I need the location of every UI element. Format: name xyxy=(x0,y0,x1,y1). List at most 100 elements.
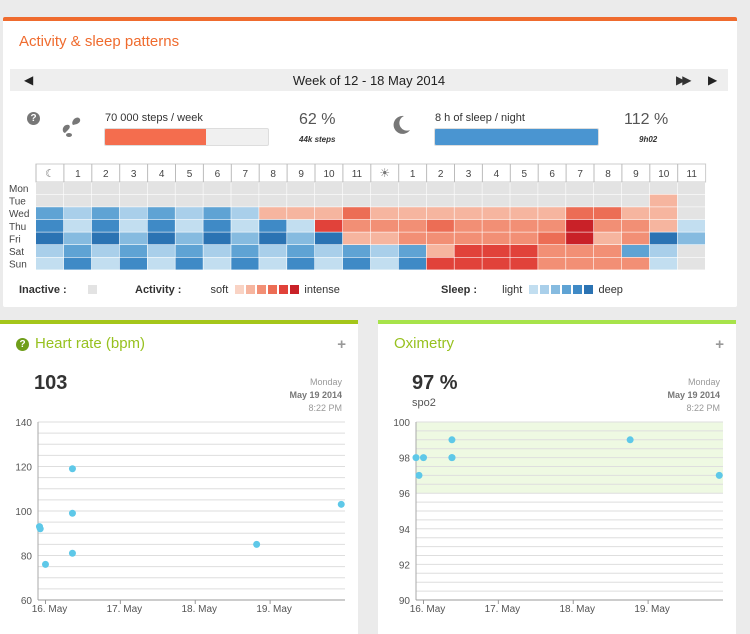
heatmap-cell xyxy=(287,245,315,257)
heatmap-cell xyxy=(63,207,92,220)
heatmap-cell xyxy=(594,182,622,194)
heatmap-cell xyxy=(203,182,231,194)
heatmap-cell xyxy=(594,219,622,232)
heatmap-cell xyxy=(315,219,343,232)
heatmap-cell xyxy=(677,219,705,232)
help-icon[interactable]: ? xyxy=(27,112,40,125)
legend-soft-label: soft xyxy=(210,284,229,296)
sleep-swatch xyxy=(540,285,550,294)
data-point[interactable] xyxy=(41,560,49,568)
heatmap-cell xyxy=(315,257,343,270)
heatmap-cell xyxy=(426,219,454,232)
heatmap-cell xyxy=(677,194,705,207)
data-point[interactable] xyxy=(36,525,44,533)
heatmap-cell xyxy=(510,232,538,245)
next-week-icon[interactable]: ▶ xyxy=(708,73,718,87)
y-tick-label: 80 xyxy=(21,552,33,563)
heatmap-cell xyxy=(259,232,287,245)
prev-week-icon[interactable]: ◀ xyxy=(24,73,34,87)
heatmap-cell xyxy=(119,232,147,245)
expand-plus-icon[interactable]: + xyxy=(337,336,346,353)
heatmap-cell xyxy=(231,245,259,257)
data-point[interactable] xyxy=(419,454,427,462)
heatmap-cell xyxy=(426,182,454,194)
y-tick-label: 94 xyxy=(399,525,411,536)
hour-label: 9 xyxy=(633,169,639,180)
data-point[interactable] xyxy=(448,454,456,462)
heatmap-cell xyxy=(147,257,175,270)
heatmap-cell xyxy=(231,257,259,270)
data-point[interactable] xyxy=(253,540,261,548)
legend-intense-label: intense xyxy=(304,284,340,296)
heatmap-cell xyxy=(621,257,650,270)
heatmap-cell xyxy=(677,207,705,220)
sleep-goal-label: 8 h of sleep / night xyxy=(435,112,525,124)
heatmap-cell xyxy=(342,219,371,232)
data-point[interactable] xyxy=(68,549,76,557)
data-point[interactable] xyxy=(412,454,420,462)
heatmap-cell xyxy=(63,182,92,194)
heatmap-cell xyxy=(649,182,678,194)
heatmap-cell xyxy=(370,207,399,220)
heatmap-cell xyxy=(594,245,622,257)
heatmap-cell xyxy=(621,182,650,194)
activity-swatch xyxy=(268,285,278,294)
heatmap-cell xyxy=(287,207,315,220)
heatmap-cell xyxy=(259,219,287,232)
day-label: Tue xyxy=(9,197,26,208)
heatmap-cell xyxy=(510,194,538,207)
fast-forward-icon[interactable]: ▶▶ xyxy=(676,73,692,87)
oximetry-timestamp: Monday May 19 2014 8:22 PM xyxy=(667,376,720,415)
data-point[interactable] xyxy=(68,465,76,473)
heatmap-cell xyxy=(370,257,399,270)
oximetry-value: 97 % xyxy=(412,372,458,394)
heatmap-cell xyxy=(594,207,622,220)
hour-label: 2 xyxy=(103,169,109,180)
steps-percent: 62 % xyxy=(299,111,336,128)
data-point[interactable] xyxy=(448,436,456,444)
heatmap-cell xyxy=(203,194,231,207)
heatmap-cell xyxy=(454,257,482,270)
heatmap-cell xyxy=(398,207,426,220)
heatmap-cell xyxy=(370,194,399,207)
heatmap-cell xyxy=(119,257,147,270)
heatmap-cell xyxy=(175,257,203,270)
legend-light-label: light xyxy=(502,284,523,296)
heatmap-cell xyxy=(398,245,426,257)
heatmap-cell xyxy=(315,232,343,245)
data-point[interactable] xyxy=(68,509,76,517)
week-navigator: ◀ Week of 12 - 18 May 2014 ▶▶ ▶ xyxy=(10,69,728,91)
help-icon[interactable]: ? xyxy=(16,338,29,351)
heatmap-cell xyxy=(231,194,259,207)
heatmap-cell xyxy=(119,182,147,194)
sleep-progress-bar xyxy=(434,128,599,146)
heatmap-cell xyxy=(203,232,231,245)
legend-deep-label: deep xyxy=(598,284,623,296)
sleep-swatch xyxy=(573,285,583,294)
steps-progress-bar xyxy=(104,128,269,146)
heatmap-cell xyxy=(482,194,510,207)
data-point[interactable] xyxy=(715,471,723,479)
heatmap-cell xyxy=(342,257,371,270)
expand-plus-icon[interactable]: + xyxy=(715,336,724,353)
hour-label: 1 xyxy=(410,169,416,180)
y-tick-label: 100 xyxy=(15,507,32,518)
heatmap-cell xyxy=(398,182,426,194)
heatmap-cell xyxy=(426,207,454,220)
heatmap-cell xyxy=(621,245,650,257)
hour-label: 8 xyxy=(605,169,611,180)
data-point[interactable] xyxy=(626,436,634,444)
x-tick-label: 19. May xyxy=(634,604,670,615)
heatmap-cell xyxy=(36,257,64,270)
data-point[interactable] xyxy=(337,500,345,508)
hour-label: 3 xyxy=(466,169,472,180)
heatmap-cell xyxy=(538,207,566,220)
heatmap-cell xyxy=(482,207,510,220)
data-point[interactable] xyxy=(415,471,423,479)
heatmap-cell xyxy=(621,207,650,220)
heatmap-cell xyxy=(482,182,510,194)
legend-activity-label: Activity : xyxy=(135,284,182,296)
hour-label: 3 xyxy=(131,169,137,180)
heatmap-cell xyxy=(259,194,287,207)
